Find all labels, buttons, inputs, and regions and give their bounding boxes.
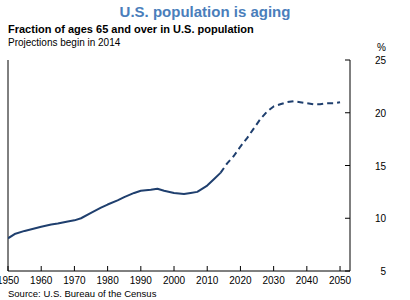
y-tick-label: 25 (375, 55, 387, 66)
left-axis (8, 60, 9, 271)
x-tick-label: 1990 (130, 275, 153, 286)
y-tick-label: 10 (375, 213, 387, 224)
series-line (221, 101, 341, 173)
x-tick-label: 1960 (30, 275, 53, 286)
source: Source: U.S. Bureau of the Census (8, 288, 157, 299)
x-tick-label: 2040 (296, 275, 319, 286)
axes: 1950196019701980199020002010202020302040… (0, 55, 386, 286)
y-tick (345, 218, 350, 219)
x-tick-label: 2030 (263, 275, 286, 286)
x-tick-label: 2000 (163, 275, 186, 286)
y-tick (345, 271, 350, 272)
y-tick (345, 165, 350, 166)
y-tick-label: 5 (380, 266, 386, 277)
chart: U.S. population is aging Fraction of ages… (0, 0, 410, 300)
x-tick (174, 266, 175, 271)
y-tick (345, 112, 350, 113)
x-tick (207, 266, 208, 271)
annotation: Projections begin in 2014 (8, 37, 121, 48)
x-tick-label: 1970 (63, 275, 86, 286)
y-tick (345, 60, 350, 61)
x-tick (240, 266, 241, 271)
subtitle: Fraction of ages 65 and over in U.S. pop… (8, 23, 254, 35)
title: U.S. population is aging (120, 3, 291, 20)
x-tick-label: 2010 (196, 275, 219, 286)
series-line (8, 173, 221, 238)
x-tick (74, 266, 75, 271)
x-tick (41, 266, 42, 271)
x-tick-label: 1950 (0, 275, 20, 286)
x-tick (107, 266, 108, 271)
x-tick (140, 266, 141, 271)
x-tick (273, 266, 274, 271)
x-tick (8, 266, 9, 271)
x-tick (340, 266, 341, 271)
x-tick-label: 1980 (96, 275, 119, 286)
y-tick-label: 20 (375, 108, 387, 119)
x-tick-label: 2050 (329, 275, 352, 286)
x-tick (306, 266, 307, 271)
x-axis (8, 271, 350, 272)
plot (8, 101, 340, 238)
y-tick-label: 15 (375, 161, 387, 172)
axis-label: % (377, 42, 386, 53)
x-tick-label: 2020 (229, 275, 252, 286)
